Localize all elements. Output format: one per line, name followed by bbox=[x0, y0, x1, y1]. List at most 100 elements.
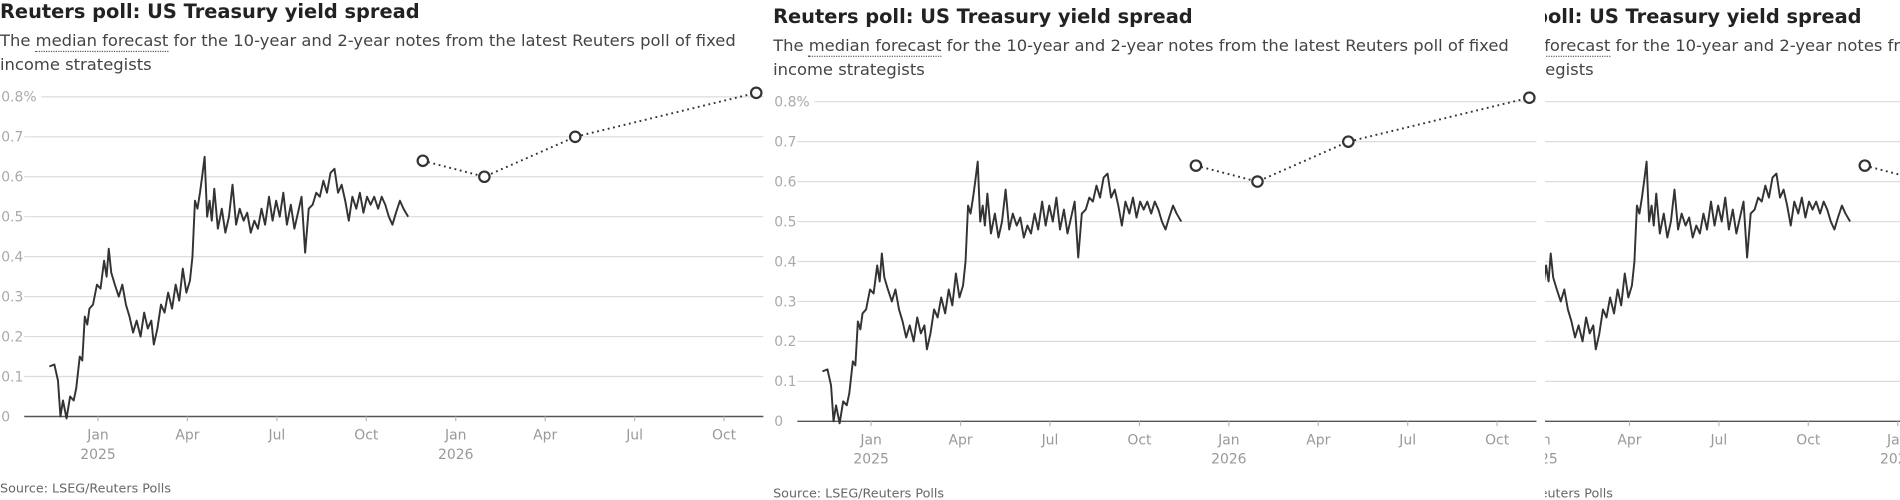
x-tick-label-line: 2025 bbox=[1522, 452, 1557, 468]
y-tick-label: 0.1 bbox=[1, 369, 23, 385]
x-tick-label-line: Oct bbox=[712, 427, 737, 443]
y-tick-label: 0 bbox=[1, 409, 10, 425]
subtitle-part: median forecast bbox=[1477, 36, 1611, 57]
x-tick-label-line: Jan bbox=[1217, 432, 1239, 448]
y-tick-label: 0.4 bbox=[1, 250, 23, 266]
x-tick-label: Apr bbox=[1617, 432, 1641, 448]
header-box: Reuters poll: US Treasury yield spread Th… bbox=[1441, 4, 1900, 82]
subtitle-part: for the 10-year and 2-year notes from th… bbox=[0, 31, 736, 76]
forecast-point bbox=[416, 154, 430, 168]
y-tick-label: 0 bbox=[1443, 414, 1452, 430]
y-tick-label: 0.6 bbox=[1, 170, 23, 186]
y-tick-label: 0.7 bbox=[1443, 134, 1465, 150]
footer: Source: LSEG/Reuters Polls bbox=[1441, 486, 1613, 500]
x-tick-label-line: 2026 bbox=[438, 447, 473, 463]
x-tick-label: Oct bbox=[1485, 432, 1510, 448]
y-tick-label: 0 bbox=[774, 414, 783, 430]
x-tick-label-line: Apr bbox=[175, 427, 199, 443]
subtitle-part: The bbox=[0, 31, 31, 51]
panel: Reuters poll: US Treasury yield spread Th… bbox=[1441, 4, 1900, 500]
x-tick-label-line: Jan bbox=[1528, 432, 1550, 448]
subtitle-part: for the 10-year and 2-year notes from th… bbox=[1441, 36, 1900, 80]
x-tick-label-line: 2026 bbox=[1211, 452, 1246, 468]
y-tick-label: 0.2 bbox=[774, 334, 796, 350]
y-tick-label: 0.1 bbox=[1443, 374, 1465, 390]
x-tick-label-line: Oct bbox=[1485, 432, 1510, 448]
forecast-point bbox=[1523, 91, 1536, 104]
y-tick-label: 0.5 bbox=[1443, 214, 1465, 230]
chart-title: Reuters poll: US Treasury yield spread bbox=[0, 0, 420, 24]
x-tick-label: Jul bbox=[1041, 432, 1059, 448]
forecast-line bbox=[1195, 96, 1530, 183]
x-tick-label-line: Jul bbox=[1041, 432, 1059, 448]
x-tick-label: Jan 2026 bbox=[1880, 432, 1900, 467]
history-line bbox=[1544, 160, 1851, 351]
x-tick-label: Oct bbox=[1796, 432, 1821, 448]
x-tick-label: Jul bbox=[1398, 432, 1416, 448]
x-tick-label: Jul bbox=[1709, 432, 1727, 448]
footer: Source: LSEG/Reuters Polls bbox=[773, 486, 945, 500]
forecast-point bbox=[478, 170, 491, 184]
x-tick-label-line: Jan bbox=[444, 427, 466, 443]
x-tick-label-line: Apr bbox=[1617, 432, 1641, 448]
y-tick-label: 0.7 bbox=[774, 134, 796, 150]
y-tick-label: 0.5 bbox=[774, 214, 796, 230]
x-tick-label-line: Jan bbox=[859, 432, 881, 448]
chart-title: Reuters poll: US Treasury yield spread bbox=[1441, 4, 1862, 28]
x-tick-label-line: Jul bbox=[267, 427, 285, 443]
chart-subtitle: The median forecast for the 10-year and … bbox=[0, 29, 765, 77]
x-tick-label: Apr bbox=[533, 427, 557, 443]
source: Source: LSEG/Reuters Polls bbox=[1441, 486, 1613, 500]
x-tick-label: Oct bbox=[354, 427, 379, 443]
forecast-point bbox=[568, 130, 582, 144]
y-tick-label: 0.5 bbox=[1, 210, 23, 226]
panel: Reuters poll: US Treasury yield spread Th… bbox=[773, 4, 1539, 500]
x-tick-label: Jul bbox=[267, 427, 285, 443]
y-tick-label: 0.8% bbox=[1443, 95, 1478, 111]
subtitle-part: The bbox=[773, 36, 804, 56]
forecast-point bbox=[1189, 159, 1203, 172]
history-line bbox=[822, 160, 1183, 425]
x-tick-label-line: Jan bbox=[1886, 432, 1900, 448]
x-tick-label-line: Oct bbox=[1127, 432, 1152, 448]
x-tick-label-line: 2026 bbox=[1880, 452, 1900, 468]
subtitle-part: median forecast bbox=[35, 31, 169, 53]
y-tick-label: 0.8% bbox=[774, 95, 809, 111]
y-tick-label: 0.2 bbox=[1, 329, 23, 345]
x-tick-label-line: Jan bbox=[86, 427, 108, 443]
chart-subtitle: The median forecast for the 10-year and … bbox=[773, 34, 1539, 82]
x-tick-label: Jan 2025 bbox=[1522, 432, 1557, 467]
y-tick-label: 0.6 bbox=[774, 174, 796, 190]
source: Source: LSEG/Reuters Polls bbox=[0, 481, 171, 497]
x-tick-label-line: Jul bbox=[625, 427, 643, 443]
y-tick-label: 0.7 bbox=[1, 130, 23, 146]
x-tick-label-line: Apr bbox=[948, 432, 972, 448]
x-tick-label: Jul bbox=[625, 427, 643, 443]
header-box: Reuters poll: US Treasury yield spread Th… bbox=[773, 4, 1539, 82]
chart-subtitle: The median forecast for the 10-year and … bbox=[1441, 34, 1900, 82]
y-tick-label: 0.3 bbox=[1, 289, 23, 305]
x-tick-label: Apr bbox=[175, 427, 199, 443]
y-tick-label: 0.3 bbox=[774, 294, 796, 310]
y-tick-label: 0.6 bbox=[1443, 174, 1465, 190]
forecast-point bbox=[1342, 135, 1355, 148]
header: Reuters poll: US Treasury yield spread Th… bbox=[1441, 4, 1900, 82]
x-tick-label: Oct bbox=[712, 427, 737, 443]
x-tick-label: Jan 2025 bbox=[853, 432, 888, 467]
subtitle-part: median forecast bbox=[808, 36, 942, 57]
y-tick-label: 0.8% bbox=[1, 90, 36, 106]
x-tick-label-line: Apr bbox=[1306, 432, 1330, 448]
y-tick-label: 0.2 bbox=[1443, 334, 1465, 350]
header: Reuters poll: US Treasury yield spread Th… bbox=[773, 4, 1539, 82]
x-tick-label-line: Jul bbox=[1398, 432, 1416, 448]
history-line bbox=[49, 155, 410, 420]
chart-title: Reuters poll: US Treasury yield spread bbox=[773, 4, 1193, 28]
header: Reuters poll: US Treasury yield spread Th… bbox=[0, 0, 765, 77]
subtitle-part: for the 10-year and 2-year notes from th… bbox=[773, 36, 1509, 80]
x-tick-label-line: 2025 bbox=[80, 447, 115, 463]
source: Source: LSEG/Reuters Polls bbox=[773, 486, 945, 500]
x-tick-label-line: Apr bbox=[533, 427, 557, 443]
x-tick-label: Apr bbox=[948, 432, 972, 448]
